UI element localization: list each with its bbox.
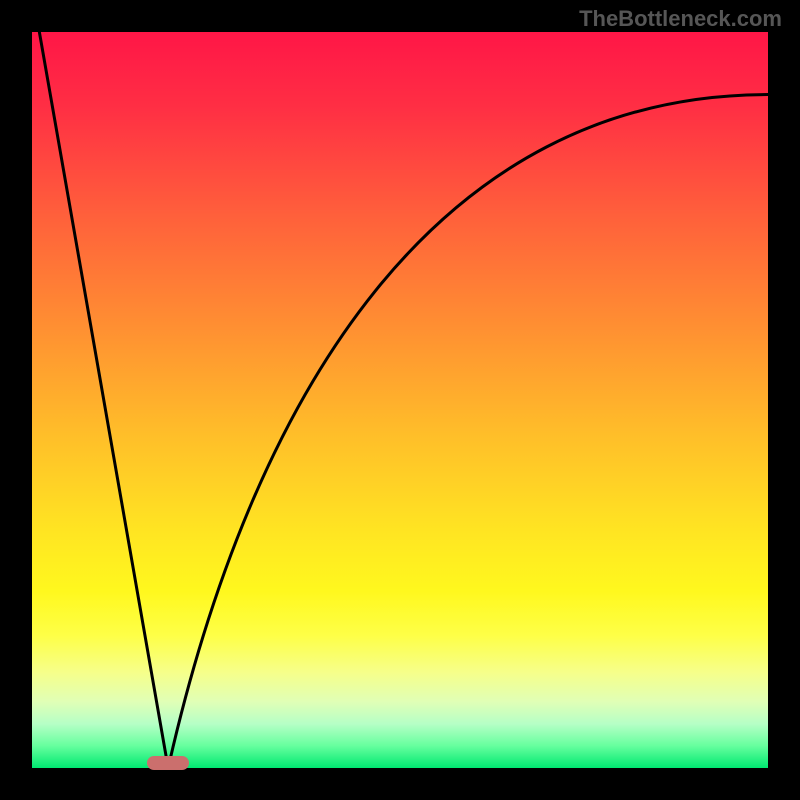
plot-area bbox=[32, 32, 768, 768]
vertex-marker bbox=[147, 756, 189, 770]
watermark-text: TheBottleneck.com bbox=[579, 6, 782, 32]
chart-container: TheBottleneck.com bbox=[0, 0, 800, 800]
curve-layer bbox=[32, 32, 768, 768]
bottleneck-curve bbox=[39, 32, 768, 768]
